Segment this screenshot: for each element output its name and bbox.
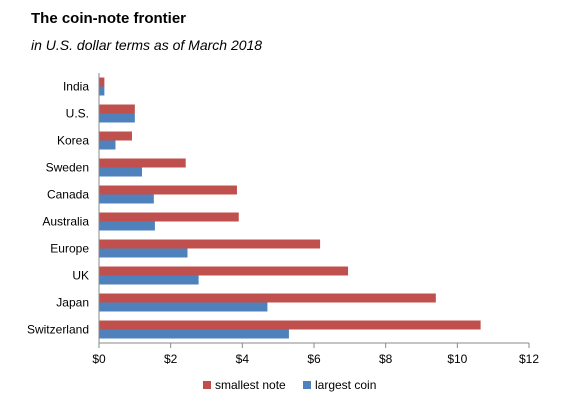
category-label: Korea xyxy=(57,134,89,148)
bar-smallest-note-japan xyxy=(99,293,436,303)
x-tick-label: $4 xyxy=(236,352,250,366)
bar-largest-coin-japan xyxy=(99,302,268,312)
category-label: Europe xyxy=(50,242,89,256)
category-label: Sweden xyxy=(46,161,89,175)
category-label: U.S. xyxy=(66,107,89,121)
legend-label-smallest-note: smallest note xyxy=(215,378,286,392)
bar-largest-coin-korea xyxy=(99,140,116,150)
category-label: UK xyxy=(72,269,89,283)
x-tick-label: $12 xyxy=(519,352,539,366)
bar-smallest-note-switzerland xyxy=(99,320,481,330)
bar-smallest-note-us xyxy=(99,104,135,114)
bar-smallest-note-australia xyxy=(99,212,239,222)
bar-smallest-note-uk xyxy=(99,266,349,276)
x-tick-label: $0 xyxy=(92,352,106,366)
bar-largest-coin-europe xyxy=(99,248,188,258)
category-label: Japan xyxy=(56,296,89,310)
bar-largest-coin-switzerland xyxy=(99,329,289,339)
bar-largest-coin-canada xyxy=(99,194,154,204)
bar-largest-coin-australia xyxy=(99,221,155,231)
category-label: Switzerland xyxy=(27,323,89,337)
bar-smallest-note-canada xyxy=(99,185,237,195)
category-label: India xyxy=(63,80,89,94)
x-tick-label: $6 xyxy=(307,352,321,366)
bar-largest-coin-india xyxy=(99,86,105,96)
bar-smallest-note-sweden xyxy=(99,158,186,168)
bar-largest-coin-us xyxy=(99,113,135,123)
x-tick-label: $2 xyxy=(164,352,178,366)
x-tick-label: $10 xyxy=(447,352,467,366)
bar-largest-coin-sweden xyxy=(99,167,142,177)
category-label: Australia xyxy=(42,215,89,229)
chart-title: The coin-note frontier xyxy=(31,10,186,27)
x-tick-label: $8 xyxy=(379,352,393,366)
chart-subtitle: in U.S. dollar terms as of March 2018 xyxy=(31,37,263,53)
category-label: Canada xyxy=(47,188,89,202)
bar-smallest-note-europe xyxy=(99,239,321,249)
legend-swatch-smallest-note xyxy=(203,381,211,389)
bar-largest-coin-uk xyxy=(99,275,199,285)
legend-label-largest-coin: largest coin xyxy=(315,378,376,392)
bar-smallest-note-india xyxy=(99,77,105,87)
legend-swatch-largest-coin xyxy=(303,381,311,389)
bar-smallest-note-korea xyxy=(99,131,132,141)
